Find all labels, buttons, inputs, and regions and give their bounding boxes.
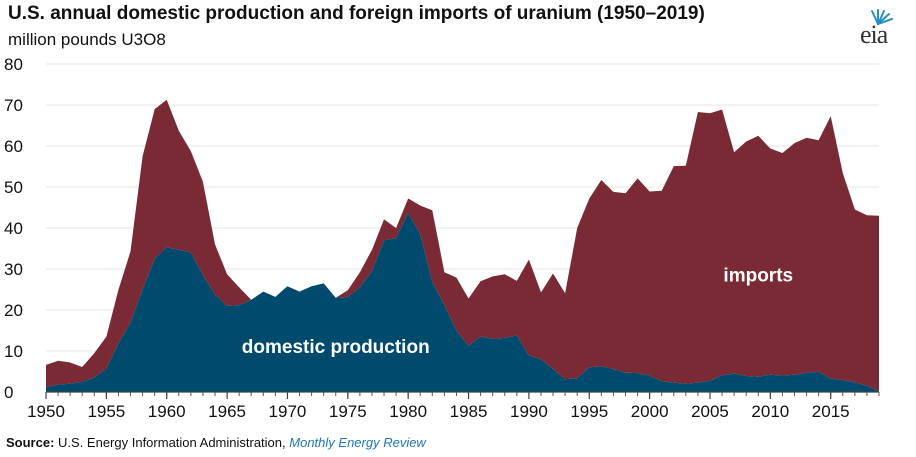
eia-logo: eia bbox=[860, 6, 906, 49]
imports-area bbox=[46, 99, 879, 392]
imports-label: imports bbox=[723, 265, 793, 286]
y-tick-label: 0 bbox=[4, 383, 13, 402]
source-label: Source: bbox=[6, 435, 55, 450]
y-tick-label: 10 bbox=[4, 342, 23, 361]
y-tick-label: 80 bbox=[4, 55, 23, 74]
x-tick-label: 1970 bbox=[269, 402, 307, 421]
x-tick-label: 1980 bbox=[389, 402, 427, 421]
x-tick-label: 1990 bbox=[510, 402, 548, 421]
x-tick-label: 2005 bbox=[691, 402, 729, 421]
y-tick-label: 50 bbox=[4, 178, 23, 197]
y-tick-label: 20 bbox=[4, 301, 23, 320]
x-tick-label: 1960 bbox=[148, 402, 186, 421]
x-tick-label: 2010 bbox=[751, 402, 789, 421]
source-publication-link[interactable]: Monthly Energy Review bbox=[289, 435, 426, 450]
x-tick-label: 2015 bbox=[812, 402, 850, 421]
domestic-production-label: domestic production bbox=[242, 337, 430, 358]
x-tick-label: 1985 bbox=[450, 402, 488, 421]
chart-title: U.S. annual domestic production and fore… bbox=[8, 3, 705, 24]
x-tick-label: 1975 bbox=[329, 402, 367, 421]
domestic-production-area bbox=[46, 212, 879, 392]
y-tick-label: 70 bbox=[4, 96, 23, 115]
x-tick-label: 1965 bbox=[208, 402, 246, 421]
x-tick-label: 2000 bbox=[631, 402, 669, 421]
x-tick-label: 1955 bbox=[87, 402, 125, 421]
x-tick-label: 1950 bbox=[27, 402, 65, 421]
x-axis: 1950 1955 1960 1965 1970 1975 1980 1985 1990 1995… bbox=[27, 391, 880, 421]
area-labels: domestic production imports bbox=[242, 265, 793, 358]
source-text: U.S. Energy Information Administration, bbox=[58, 435, 286, 450]
chart-subtitle: million pounds U3O8 bbox=[8, 30, 166, 49]
y-tick-label: 30 bbox=[4, 260, 23, 279]
x-tick-label: 1995 bbox=[570, 402, 608, 421]
y-tick-label: 40 bbox=[4, 219, 23, 238]
y-axis: 0 10 20 30 40 50 60 70 80 bbox=[4, 55, 23, 402]
y-tick-label: 60 bbox=[4, 137, 23, 156]
source-note: Source: U.S. Energy Information Administ… bbox=[6, 435, 426, 450]
logo-text: eia bbox=[860, 20, 888, 49]
sunburst-icon bbox=[871, 9, 893, 25]
